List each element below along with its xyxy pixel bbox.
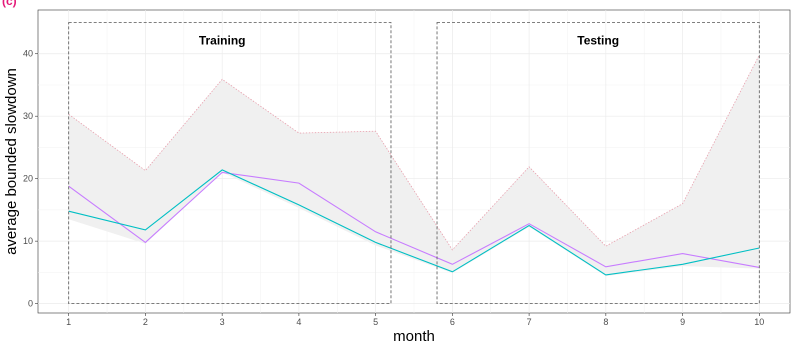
- x-tick-label: 7: [527, 317, 532, 327]
- period-regions: Training Testing: [68, 22, 760, 305]
- x-tick-label: 9: [680, 317, 685, 327]
- band-area: [68, 55, 760, 277]
- x-tick-label: 2: [143, 317, 148, 327]
- y-axis-title: average bounded slowdown: [3, 68, 20, 255]
- x-tick-label: 5: [373, 317, 378, 327]
- y-tick-label: 30: [23, 111, 33, 121]
- x-tick-label: 3: [220, 317, 225, 327]
- y-tick-label: 20: [23, 174, 33, 184]
- axes: 1 2 3 4 5 6 7 8 9 10 0 10 20 30 40: [23, 49, 764, 327]
- x-tick-label: 6: [450, 317, 455, 327]
- x-axis-title: month: [393, 328, 435, 345]
- series-line-2: [68, 169, 760, 276]
- range-band: [68, 54, 760, 277]
- y-tick-label: 0: [28, 299, 33, 309]
- region-box-testing: [436, 22, 760, 305]
- region-label-testing: Testing: [577, 33, 619, 47]
- series-lines: [68, 169, 760, 276]
- x-tick-label: 10: [754, 317, 764, 327]
- region-label-training: Training: [199, 33, 246, 47]
- x-tick-label: 1: [66, 317, 71, 327]
- x-tick-label: 4: [296, 317, 301, 327]
- panel-label: (c): [2, 0, 17, 8]
- y-tick-label: 40: [23, 49, 33, 59]
- x-tick-label: 8: [603, 317, 608, 327]
- region-box-training: [68, 22, 392, 305]
- y-tick-label: 10: [23, 236, 33, 246]
- series-line-1: [68, 171, 760, 268]
